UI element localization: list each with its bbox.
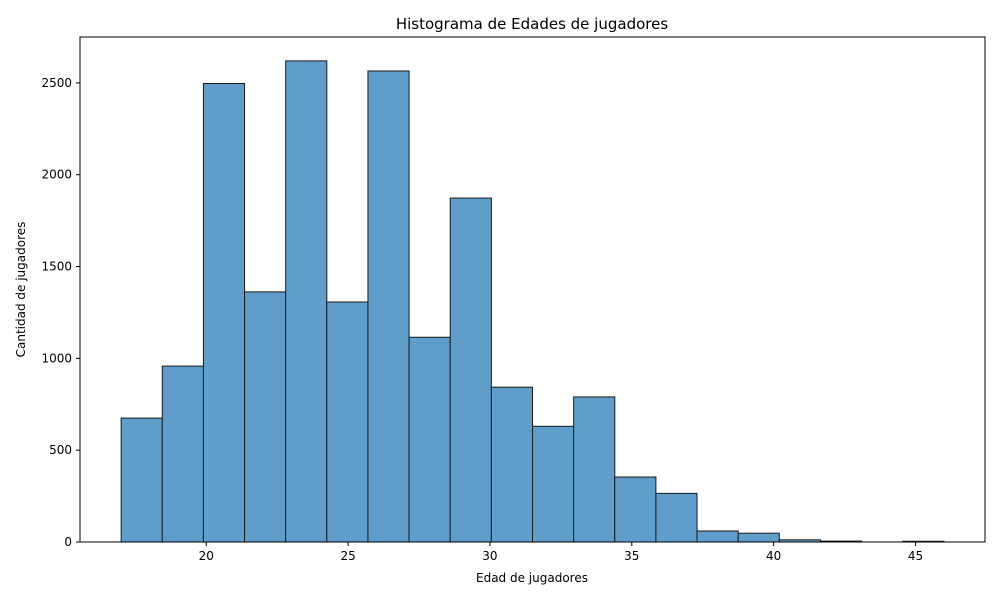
histogram-bar: [326, 301, 369, 543]
x-tick-label: 20: [199, 549, 214, 563]
histogram-bar: [614, 476, 657, 543]
histogram-bar: [120, 417, 163, 543]
y-tick-label: 1500: [41, 260, 72, 274]
chart-title: Histograma de Edades de jugadores: [396, 15, 668, 33]
histogram-bar: [737, 532, 780, 543]
histogram-bar: [573, 396, 616, 543]
histogram-bar: [696, 530, 739, 543]
histogram-bar: [655, 492, 698, 543]
histogram-bar: [244, 291, 287, 543]
histogram-bar: [367, 70, 410, 543]
y-tick-label: 500: [49, 443, 72, 457]
histogram-bar: [408, 336, 451, 543]
bars-group: [120, 60, 945, 543]
x-tick-label: 25: [340, 549, 355, 563]
x-tick-label: 40: [766, 549, 781, 563]
y-tick-label: 0: [64, 535, 72, 549]
y-axis-label: Cantidad de jugadores: [14, 222, 28, 358]
y-tick-label: 1000: [41, 351, 72, 365]
y-tick-label: 2000: [41, 168, 72, 182]
x-axis-ticks: 20 25 30 35 40 45: [199, 542, 923, 563]
histogram-bar: [285, 60, 328, 543]
y-tick-label: 2500: [41, 76, 72, 90]
y-axis-ticks: 0 500 1000 1500 2000 2500: [41, 76, 80, 549]
x-tick-label: 45: [908, 549, 923, 563]
x-axis-label: Edad de jugadores: [476, 571, 588, 585]
plot-frame: [79, 36, 986, 543]
x-tick-label: 30: [482, 549, 497, 563]
histogram-bar: [161, 365, 204, 543]
histogram-bar: [449, 197, 492, 543]
histogram-bar: [202, 82, 246, 543]
x-tick-label: 35: [624, 549, 639, 563]
histogram-bar: [532, 425, 575, 543]
histogram-bar: [490, 386, 533, 543]
